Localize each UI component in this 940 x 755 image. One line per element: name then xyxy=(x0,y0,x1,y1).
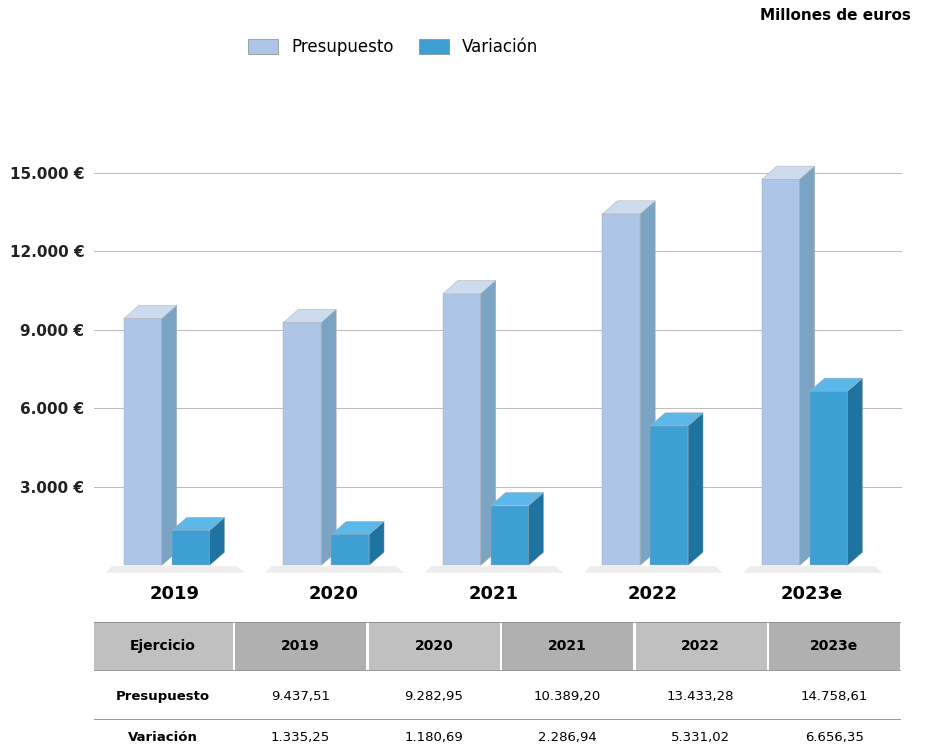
Polygon shape xyxy=(761,179,800,565)
Polygon shape xyxy=(124,305,177,319)
Text: 13.433,28: 13.433,28 xyxy=(667,689,734,703)
Polygon shape xyxy=(809,391,848,565)
FancyBboxPatch shape xyxy=(368,621,500,670)
Polygon shape xyxy=(640,201,655,565)
Polygon shape xyxy=(443,280,495,294)
Polygon shape xyxy=(603,201,655,214)
Text: 2023e: 2023e xyxy=(810,639,858,653)
Polygon shape xyxy=(809,378,863,391)
Polygon shape xyxy=(124,319,162,565)
Polygon shape xyxy=(162,305,177,565)
Text: 1.180,69: 1.180,69 xyxy=(404,731,463,744)
Polygon shape xyxy=(688,413,703,565)
Polygon shape xyxy=(491,506,528,565)
Polygon shape xyxy=(800,166,815,565)
Polygon shape xyxy=(210,517,225,565)
Polygon shape xyxy=(283,322,321,565)
Polygon shape xyxy=(491,492,543,506)
Polygon shape xyxy=(283,310,337,322)
FancyBboxPatch shape xyxy=(635,621,767,670)
Text: 9.437,51: 9.437,51 xyxy=(271,689,330,703)
Polygon shape xyxy=(528,492,543,565)
Polygon shape xyxy=(744,566,883,573)
Polygon shape xyxy=(172,531,210,565)
Text: 6.656,35: 6.656,35 xyxy=(805,731,864,744)
Text: 5.331,02: 5.331,02 xyxy=(671,731,730,744)
Text: 1.335,25: 1.335,25 xyxy=(271,731,330,744)
Polygon shape xyxy=(331,522,384,535)
Polygon shape xyxy=(443,294,480,565)
Text: 9.282,95: 9.282,95 xyxy=(404,689,463,703)
FancyBboxPatch shape xyxy=(769,621,900,670)
Polygon shape xyxy=(603,214,640,565)
Polygon shape xyxy=(265,566,404,573)
Text: 2023e: 2023e xyxy=(781,585,843,603)
Polygon shape xyxy=(480,280,495,565)
Legend: Presupuesto, Variación: Presupuesto, Variación xyxy=(242,32,545,63)
Text: Millones de euros: Millones de euros xyxy=(760,8,911,23)
FancyBboxPatch shape xyxy=(235,621,367,670)
Text: Variación: Variación xyxy=(128,731,198,744)
Text: 2021: 2021 xyxy=(548,639,587,653)
Text: 2022: 2022 xyxy=(628,585,678,603)
Polygon shape xyxy=(172,517,225,531)
Polygon shape xyxy=(585,566,723,573)
Text: 2021: 2021 xyxy=(468,585,518,603)
Text: Ejercicio: Ejercicio xyxy=(130,639,196,653)
Polygon shape xyxy=(369,522,384,565)
Polygon shape xyxy=(650,413,703,426)
Polygon shape xyxy=(106,566,244,573)
FancyBboxPatch shape xyxy=(94,621,233,670)
Text: 2019: 2019 xyxy=(149,585,199,603)
Text: 2022: 2022 xyxy=(682,639,720,653)
Text: 2.286,94: 2.286,94 xyxy=(538,731,597,744)
Text: Presupuesto: Presupuesto xyxy=(116,689,211,703)
Polygon shape xyxy=(650,426,688,565)
Polygon shape xyxy=(761,166,815,179)
Text: 14.758,61: 14.758,61 xyxy=(800,689,868,703)
Text: 10.389,20: 10.389,20 xyxy=(534,689,601,703)
Polygon shape xyxy=(331,535,369,565)
Polygon shape xyxy=(425,566,563,573)
Text: 2019: 2019 xyxy=(281,639,320,653)
Text: 2020: 2020 xyxy=(415,639,453,653)
Polygon shape xyxy=(321,310,337,565)
FancyBboxPatch shape xyxy=(502,621,634,670)
Text: 2020: 2020 xyxy=(308,585,359,603)
Polygon shape xyxy=(848,378,863,565)
